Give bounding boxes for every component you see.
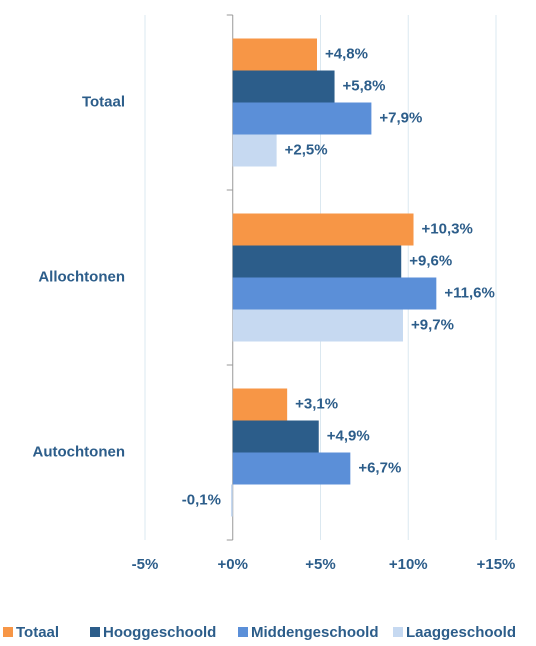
- value-label: +4,8%: [325, 45, 368, 62]
- bar: [232, 245, 402, 278]
- legend-swatch: [393, 627, 403, 637]
- bar: [232, 277, 437, 310]
- value-label: +3,1%: [295, 395, 338, 412]
- y-tick-label: Allochtonen: [38, 268, 125, 285]
- x-tick-label: +10%: [389, 556, 428, 573]
- value-label: +2,5%: [285, 141, 328, 158]
- x-tick-label: +0%: [218, 556, 248, 573]
- bar: [232, 102, 372, 135]
- bar: [232, 134, 277, 167]
- value-label: -0,1%: [182, 491, 221, 508]
- bar: [230, 484, 233, 517]
- value-label: +4,9%: [327, 427, 370, 444]
- x-tick-label: -5%: [132, 556, 159, 573]
- bar: [232, 38, 317, 71]
- value-label: +9,6%: [409, 252, 452, 269]
- value-label: +11,6%: [444, 284, 494, 301]
- bar: [232, 70, 335, 103]
- legend-label: Totaal: [16, 624, 59, 641]
- y-tick-label: Autochtonen: [33, 443, 125, 460]
- y-tick-label: Totaal: [82, 93, 125, 110]
- bar: [232, 420, 319, 453]
- bar: [232, 388, 288, 421]
- value-label: +10,3%: [422, 220, 473, 237]
- bar: [232, 309, 403, 342]
- bar: [232, 452, 351, 485]
- value-label: +7,9%: [379, 109, 422, 126]
- legend-swatch: [90, 627, 100, 637]
- legend-label: Middengeschoold: [251, 624, 379, 641]
- legend-swatch: [238, 627, 248, 637]
- x-tick-label: +5%: [305, 556, 335, 573]
- value-label: +5,8%: [343, 77, 386, 94]
- legend-swatch: [3, 627, 13, 637]
- legend-label: Hooggeschoold: [103, 624, 216, 641]
- x-tick-label: +15%: [477, 556, 516, 573]
- legend-label: Laaggeschoold: [406, 624, 516, 641]
- value-label: +6,7%: [358, 459, 401, 476]
- bar: [232, 213, 414, 246]
- value-label: +9,7%: [411, 316, 454, 333]
